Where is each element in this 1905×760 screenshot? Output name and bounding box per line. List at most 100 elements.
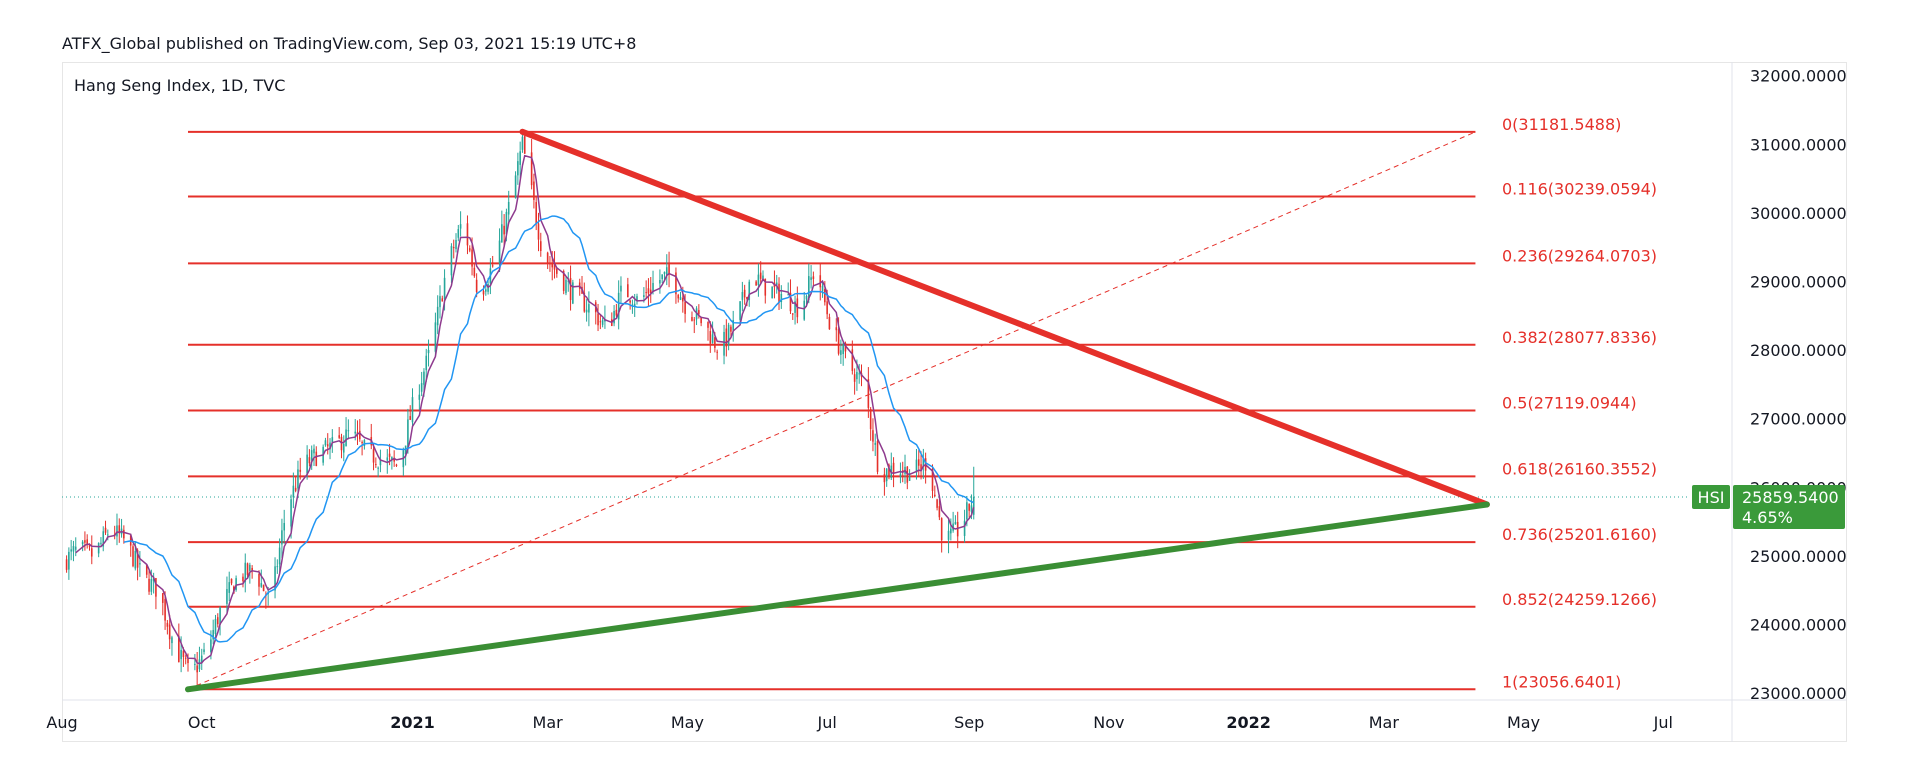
fib-level-label: 0.382(28077.8336)	[1502, 328, 1657, 347]
candle-body	[338, 435, 340, 438]
candle-body	[425, 355, 428, 371]
candle-body	[567, 280, 570, 282]
candle-body	[457, 229, 460, 238]
candle-body	[100, 542, 102, 544]
fib-level-label: 0.236(29264.0703)	[1502, 246, 1657, 265]
candle-body	[892, 462, 895, 474]
candle-body	[340, 436, 343, 451]
candle-body	[377, 467, 379, 469]
candle-body	[427, 349, 430, 354]
moving-average-fast	[75, 154, 975, 665]
candle-body	[633, 303, 636, 307]
candle-body	[375, 464, 377, 466]
candle-body	[963, 520, 966, 536]
candle-body	[441, 298, 444, 302]
candle-body	[136, 550, 139, 568]
candle-body	[230, 578, 233, 584]
candle-body	[808, 276, 810, 300]
fib-level-label: 0.618(26160.3552)	[1502, 459, 1657, 478]
candle-body	[764, 278, 767, 296]
x-tick-label: Jul	[1653, 713, 1673, 732]
candle-body	[938, 506, 941, 518]
resistance-trendline[interactable]	[519, 128, 1490, 508]
candle-body	[682, 297, 684, 302]
candle-body	[90, 548, 93, 557]
candle-body	[691, 317, 693, 321]
candle-body	[551, 263, 554, 268]
candle-body	[214, 619, 217, 634]
candle-body	[940, 518, 943, 541]
candle-body	[787, 294, 789, 296]
candle-body	[507, 201, 510, 215]
y-tick-label: 30000.0000	[1750, 204, 1847, 223]
candle-body	[853, 374, 856, 382]
candle-body	[613, 310, 615, 324]
candle-body	[198, 659, 201, 670]
candle-body	[361, 442, 363, 444]
candle-body	[727, 324, 730, 345]
candle-body	[212, 630, 214, 640]
symbol-title: Hang Seng Index, 1D, TVC	[74, 76, 286, 95]
candle-body	[519, 151, 521, 165]
candle-body	[663, 271, 666, 274]
candle-body	[473, 267, 476, 277]
candle-body	[168, 624, 171, 640]
candle-body	[70, 549, 72, 552]
candle-body	[675, 272, 677, 295]
x-tick-label: 2022	[1226, 713, 1271, 732]
candle-body	[661, 274, 663, 280]
candle-body	[407, 419, 409, 450]
candle-body	[775, 282, 778, 286]
candle-body	[278, 547, 281, 565]
x-tick-label: May	[1507, 713, 1540, 732]
candle-body	[329, 442, 331, 450]
candle-body	[950, 528, 952, 534]
price-tag-value: 25859.5400	[1742, 488, 1839, 507]
candle-body	[354, 431, 357, 434]
candle-body	[187, 658, 189, 664]
candle-body	[617, 292, 620, 320]
candle-body	[819, 275, 822, 288]
candle-body	[824, 289, 826, 303]
candle-body	[450, 246, 453, 276]
candle-body	[379, 459, 382, 466]
candle-body	[707, 321, 709, 328]
candle-body	[693, 319, 696, 321]
candle-body	[315, 451, 318, 466]
y-tick-label: 27000.0000	[1750, 410, 1847, 429]
y-tick-label: 24000.0000	[1750, 616, 1847, 635]
candle-body	[569, 278, 572, 301]
x-tick-label: Mar	[1369, 713, 1400, 732]
candle-body	[679, 297, 682, 300]
candle-body	[262, 584, 265, 592]
candle-body	[150, 579, 153, 592]
candle-body	[423, 371, 425, 385]
candle-body	[393, 457, 395, 462]
candle-body	[281, 530, 283, 545]
candle-body	[585, 309, 588, 313]
candle-body	[759, 272, 762, 279]
candle-body	[324, 440, 327, 446]
candle-body	[828, 316, 831, 330]
candle-body	[546, 252, 549, 264]
candle-body	[539, 241, 542, 251]
candle-body	[810, 277, 812, 280]
publish-header: ATFX_Global published on TradingView.com…	[62, 34, 637, 53]
candle-body	[755, 281, 757, 286]
price-tag-change: 4.65%	[1742, 508, 1793, 527]
candle-body	[583, 292, 586, 312]
candle-body	[299, 469, 302, 472]
candle-body	[482, 290, 485, 295]
candle-body	[851, 349, 854, 371]
candle-body	[922, 458, 925, 468]
candle-body	[226, 589, 228, 604]
candle-body	[723, 331, 725, 356]
support-trendline[interactable]	[184, 501, 1490, 693]
candle-body	[757, 274, 760, 285]
candle-body	[200, 655, 203, 663]
candle-body	[700, 316, 702, 324]
candle-body	[725, 328, 728, 347]
candle-body	[746, 296, 748, 300]
candle-body	[908, 475, 911, 481]
